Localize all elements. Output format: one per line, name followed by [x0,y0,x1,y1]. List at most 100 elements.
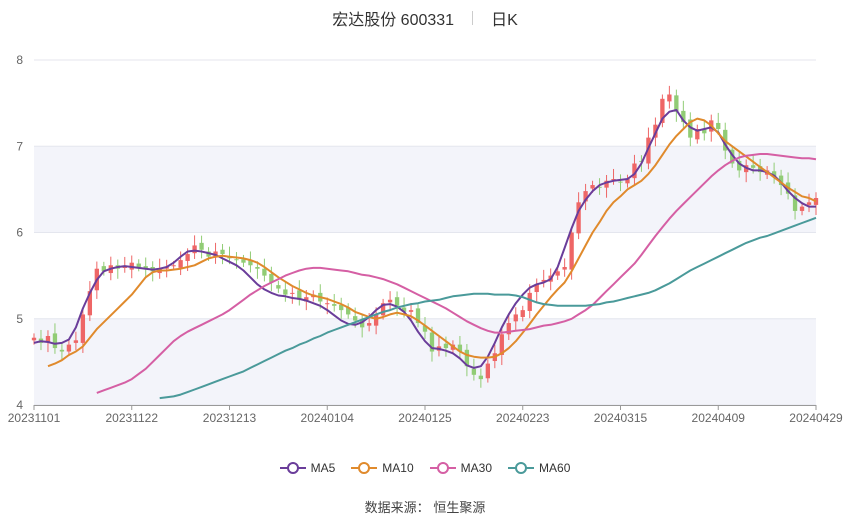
ma-line-ma30 [96,153,817,394]
candle-body [778,175,784,186]
candle-body [799,206,805,211]
candle-body [73,340,79,343]
x-tick-label: 20231122 [106,411,159,425]
candle-body [562,267,567,270]
candle-body [269,273,274,283]
candle-body [353,316,358,321]
candle-body [555,271,560,276]
chart-title: 宏达股份 600331 [332,12,455,29]
candle-body [716,122,721,129]
candle-body [534,284,539,293]
candle-body [576,202,581,234]
period-label: 日K [491,12,518,29]
candle-body [136,263,141,267]
candle-body [813,198,819,205]
y-tick-label: 4 [16,398,23,412]
legend-label: MA10 [382,461,414,475]
candle-body [66,344,72,352]
moving-averages [33,109,817,400]
y-tick-label: 8 [16,53,23,67]
y-tick-label: 5 [16,312,23,326]
candle-body [667,94,672,102]
legend-label: MA5 [310,461,336,475]
ma-line-ma10 [47,117,817,368]
y-axis: 4 5 6 7 8 [16,53,23,412]
legend: MA5 MA10 MA30 MA60 [0,458,850,478]
legend-swatch-icon [429,462,456,474]
candle-body [276,285,281,289]
ma-line-ma60 [159,216,817,400]
candle-body [262,268,267,276]
candle-body [485,363,491,379]
candle-body [171,265,176,267]
grid [34,59,816,406]
candle-body [178,260,183,268]
candle-body [297,290,302,300]
ma-line-ma5 [33,109,816,369]
candle-body [380,303,386,316]
candle-body [192,245,197,254]
title-divider [472,11,474,25]
grid-band [34,146,816,233]
candle-body [290,292,295,294]
candle-body [583,191,588,202]
candle-body [387,299,393,303]
candle-body [702,129,707,134]
candle-body [478,375,484,380]
candle-body [332,304,337,306]
candle-body [806,202,812,205]
x-tick-label: 20240104 [301,411,355,425]
x-tick-label: 20231213 [203,411,257,425]
x-tick-label: 20240125 [398,411,452,425]
candle-body [695,129,700,140]
x-tick-label: 20240315 [594,411,648,425]
candle-body [199,242,204,250]
candle-body [304,297,309,302]
legend-swatch-icon [508,462,535,474]
candle-body [527,292,532,311]
candle-body [471,368,477,375]
candle-body [520,310,525,318]
candle-body [604,180,609,188]
candle-body [590,185,595,189]
legend-item-ma30[interactable]: MA30 [429,461,492,475]
candle-body [415,308,421,324]
candle-body [541,279,546,282]
x-tick-label: 20240429 [789,411,843,425]
candle-body [443,343,449,349]
legend-item-ma10[interactable]: MA10 [351,461,414,475]
candle-body [681,110,686,123]
candle-body [457,344,463,352]
candle-body [660,98,665,123]
candle-body [59,349,65,352]
candle-body [359,320,365,328]
candle-body [618,181,623,183]
candle-body [325,303,330,305]
candle-body [688,119,693,138]
candle-body [373,314,379,326]
candle-body [220,249,225,255]
legend-item-ma60[interactable]: MA60 [508,461,570,475]
candle-body [31,337,37,341]
candle-body [185,254,190,261]
candle-body [569,232,574,270]
candle-body [513,314,518,322]
candle-body [234,259,239,261]
candle-body [792,195,798,211]
candle-body [506,323,511,335]
candle-body [45,336,51,343]
y-tick-label: 6 [16,226,23,240]
candle-body [101,266,106,272]
candle-body [499,334,504,355]
candle-body [339,304,344,311]
candle-body [408,310,414,312]
candle-body [87,291,93,316]
candle-body [346,307,351,315]
candle-body [730,149,735,164]
candle-body [401,307,407,312]
candle-body [80,314,86,343]
x-tick-label: 20240223 [496,411,550,425]
legend-item-ma5[interactable]: MA5 [279,461,336,475]
candle-body [632,163,637,179]
